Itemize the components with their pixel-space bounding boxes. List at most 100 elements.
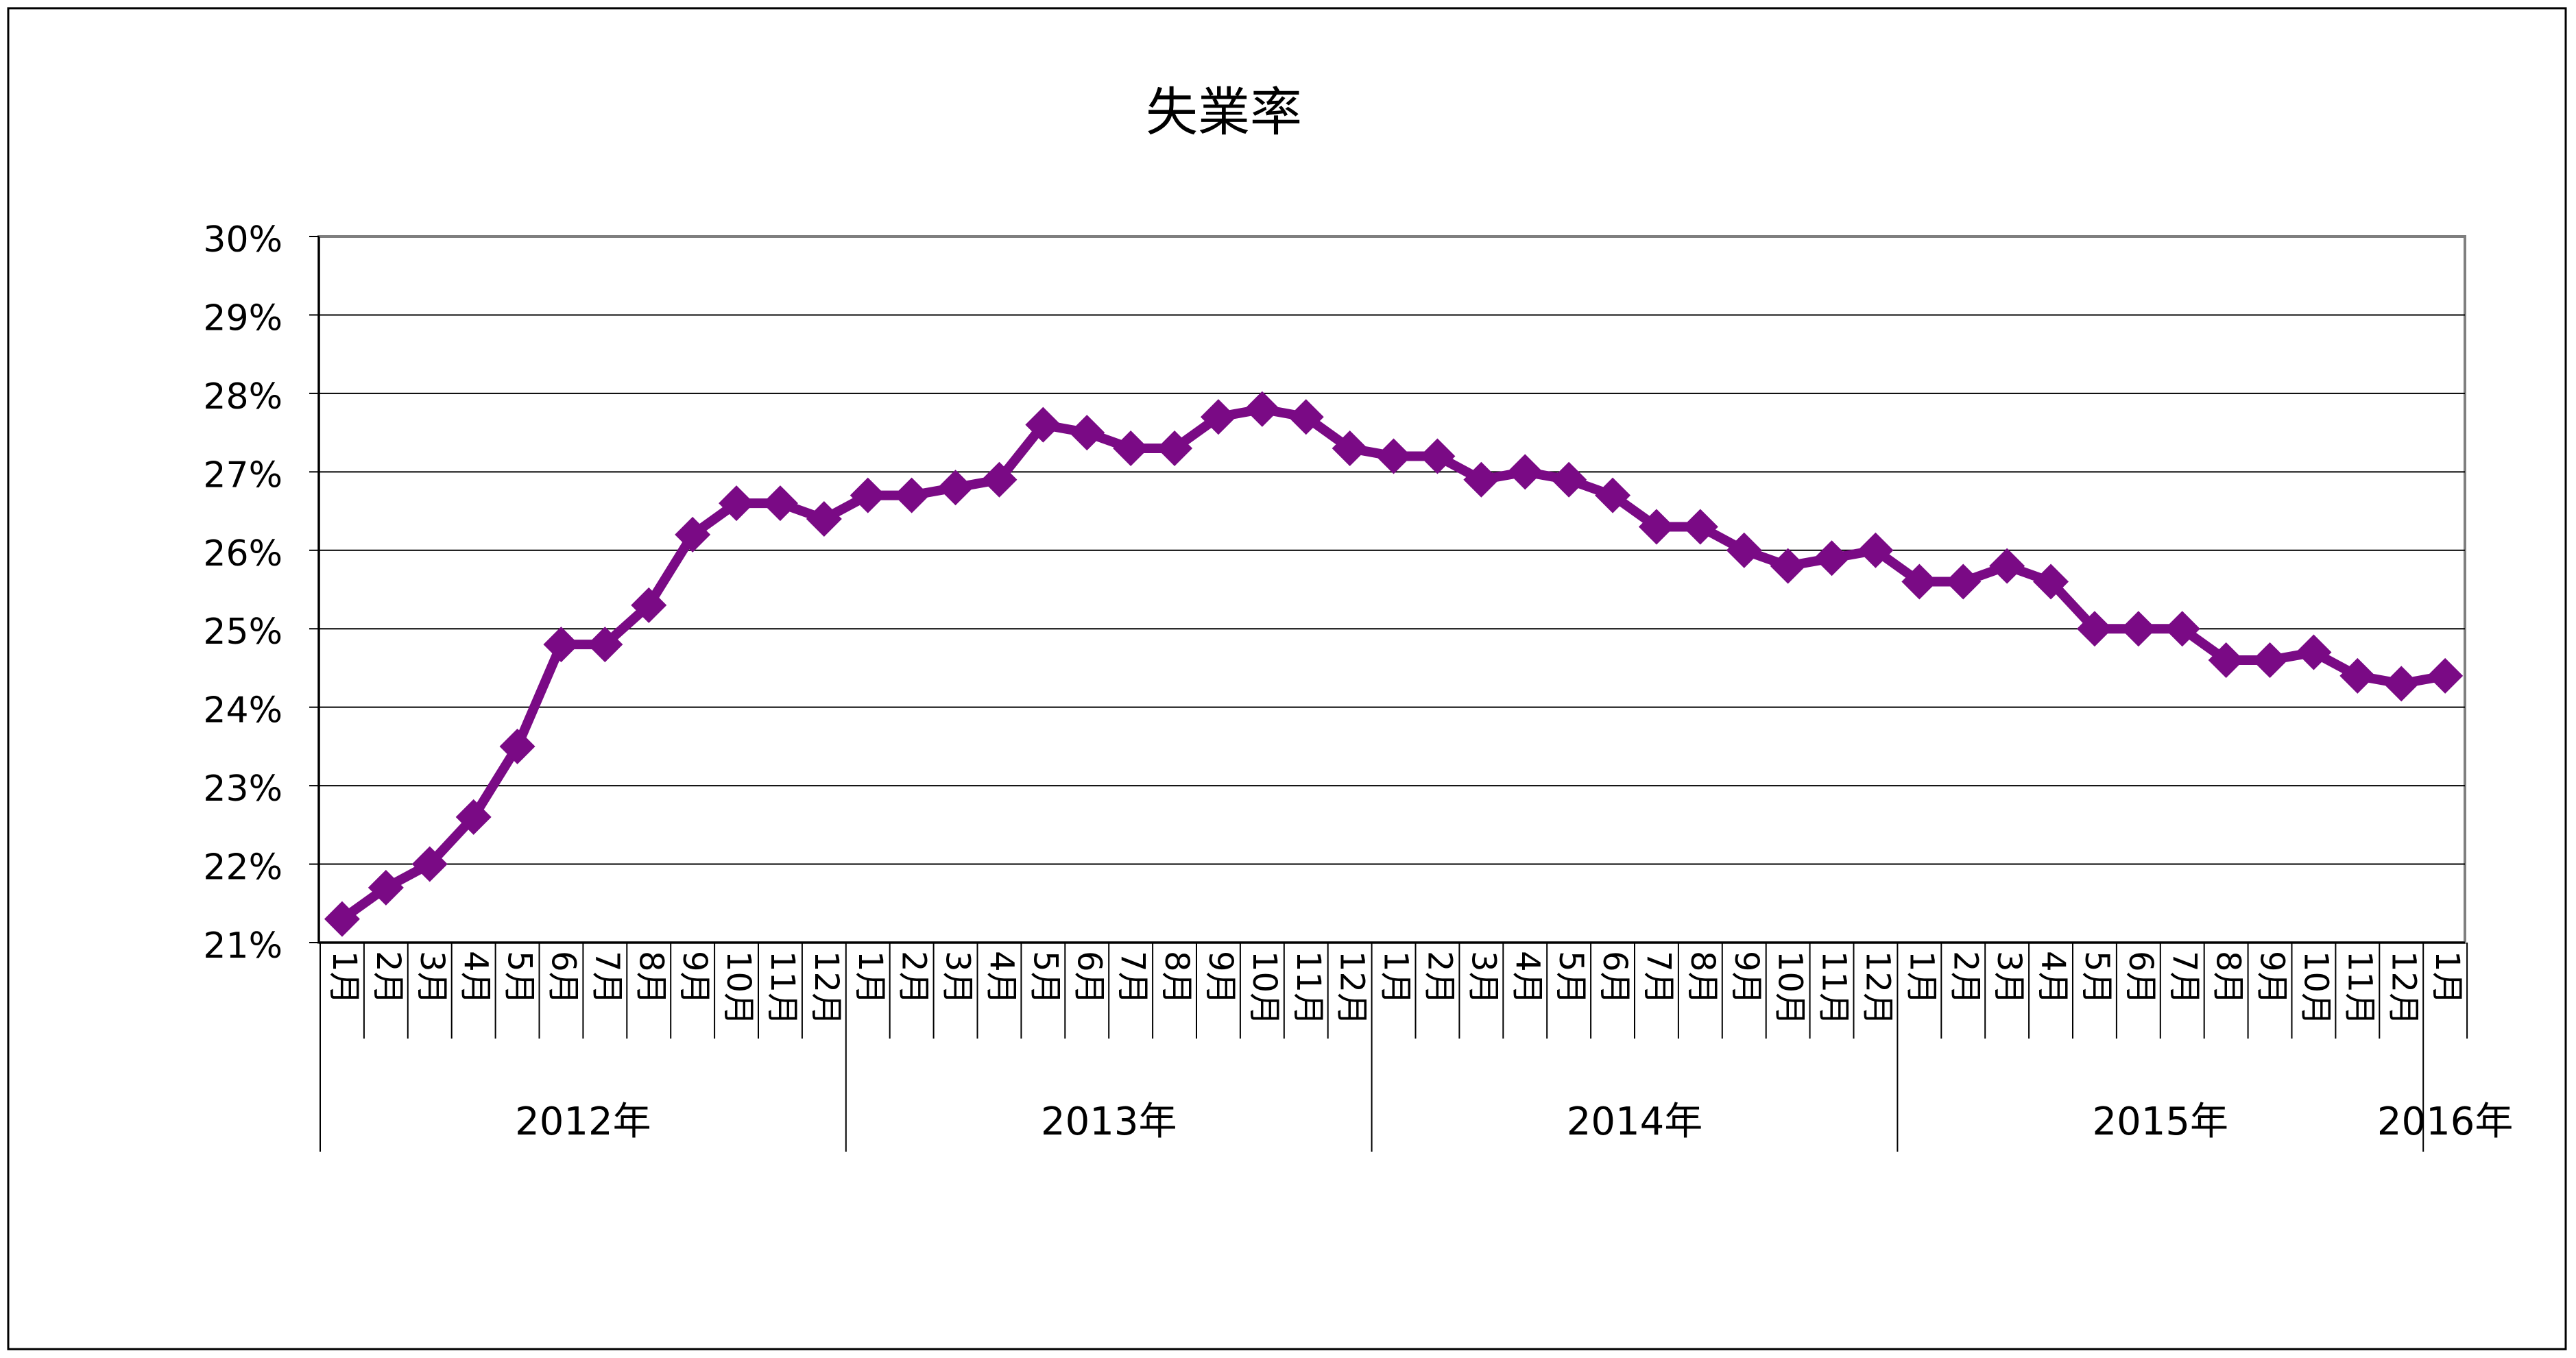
x-tick-label: 1月 [2428,951,2466,1005]
year-label: 2016年 [2377,1100,2514,1144]
x-tick-label: 7月 [1639,951,1678,1005]
data-point-marker [850,477,886,513]
x-tick-label: 8月 [1683,951,1722,1005]
y-tick-label: 27% [203,454,282,496]
data-point-marker [719,485,755,522]
x-tick-label: 11月 [2340,951,2379,1026]
x-tick-label: 2月 [1420,951,1458,1005]
y-tick-label: 24% [203,690,282,731]
data-point-marker [1463,461,1500,498]
x-tick-label: 6月 [1070,951,1108,1005]
data-point-marker [937,470,974,506]
y-tick-label: 29% [203,298,282,339]
data-point-marker [1901,563,1938,600]
x-axis: 1月 2月 3月 4月 5月 6月 7月 8月 9月 10月 11月 12月 1月 2月 3月 4月 5月 6月 7… [319,941,2514,1152]
data-point-marker [1638,509,1674,545]
data-point-marker [587,627,623,663]
x-tick-label: 3月 [1464,951,1502,1005]
data-point-marker [1244,391,1280,427]
x-tick-label: 2月 [1946,951,1984,1005]
data-point-marker [2033,563,2069,600]
year-label: 2012年 [515,1100,651,1144]
x-tick-label: 8月 [2209,951,2248,1005]
data-point-marker [675,516,711,553]
x-tick-label: 10月 [1245,951,1284,1026]
x-tick-label: 5月 [501,951,539,1005]
year-label: 2014年 [1567,1100,1703,1144]
x-tick-label: 3月 [413,951,451,1005]
data-point-marker [806,501,842,537]
data-point-marker [2296,634,2332,670]
y-tick-label: 22% [203,847,282,888]
x-tick-label: 2月 [895,951,933,1005]
x-tick-label: 1月 [1377,951,1415,1005]
y-tick-label: 26% [203,533,282,574]
x-tick-label: 12月 [1858,951,1897,1026]
data-point-marker [1419,438,1456,474]
data-point-marker [411,846,448,882]
x-tick-label: 10月 [2296,951,2335,1026]
data-point-marker [2339,657,2376,694]
x-tick-label: 9月 [2253,951,2291,1005]
x-tick-label: 4月 [2034,951,2072,1005]
data-point-marker [499,728,535,764]
data-point-marker [1375,438,1412,474]
chart-title: 失業率 [1146,82,1302,143]
x-tick-label: 1月 [325,951,363,1005]
data-point-marker [2252,642,2288,678]
data-point-marker [1814,540,1850,577]
x-tick-label: 8月 [1157,951,1196,1005]
data-point-marker [2076,611,2112,647]
data-point-marker [1157,431,1193,466]
data-point-marker [1025,407,1061,443]
x-tick-label: 6月 [544,951,582,1005]
year-label: 2013年 [1041,1100,1177,1144]
data-point-marker [631,587,667,623]
x-tick-label: 5月 [2078,951,2116,1005]
data-point-marker [2427,657,2464,694]
y-tick-label: 30% [203,219,282,260]
x-tick-label: 4月 [982,951,1020,1005]
data-point-marker [455,799,492,835]
data-point-marker [1945,563,1982,600]
data-point-marker [762,485,798,522]
x-tick-label: 11月 [1815,951,1853,1026]
x-tick-label: 5月 [1026,951,1064,1005]
x-tick-label: 1月 [1902,951,1940,1005]
x-tick-label: 9月 [675,951,714,1005]
data-point-marker [1288,399,1324,435]
data-point-marker [1770,548,1806,584]
y-axis: 30% 29% 28% 27% 26% 25% 24% 23% 22% 21% [203,219,320,967]
series-unemployment [324,391,2464,937]
y-tick-label: 23% [203,768,282,810]
x-tick-label: 3月 [939,951,977,1005]
data-point-marker [1200,399,1236,435]
x-tick-label: 11月 [1289,951,1327,1026]
data-point-marker [2383,666,2420,702]
y-tick-label: 28% [203,376,282,417]
x-tick-label: 1月 [851,951,889,1005]
data-point-marker [1726,532,1762,568]
data-point-marker [2164,611,2200,647]
y-tick-label: 25% [203,611,282,653]
data-point-marker [2208,642,2244,678]
x-tick-label: 3月 [1990,951,2028,1005]
data-point-marker [1551,461,1587,498]
x-tick-label: 12月 [807,951,845,1026]
x-tick-label: 7月 [2165,951,2204,1005]
data-point-marker [1069,415,1105,451]
data-point-marker [1682,509,1718,545]
data-point-marker [543,627,579,663]
x-tick-label: 4月 [1508,951,1546,1005]
data-point-marker [2120,611,2156,647]
data-point-marker [893,477,930,513]
x-tick-label: 12月 [1333,951,1371,1026]
x-tick-label: 6月 [2121,951,2160,1005]
x-tick-label: 10月 [719,951,758,1026]
x-tick-label: 8月 [631,951,670,1005]
data-point-marker [1507,454,1543,490]
x-tick-label: 9月 [1201,951,1240,1005]
y-tick-label: 21% [203,925,282,967]
x-tick-label: 10月 [1771,951,1809,1026]
x-tick-label: 4月 [457,951,495,1005]
